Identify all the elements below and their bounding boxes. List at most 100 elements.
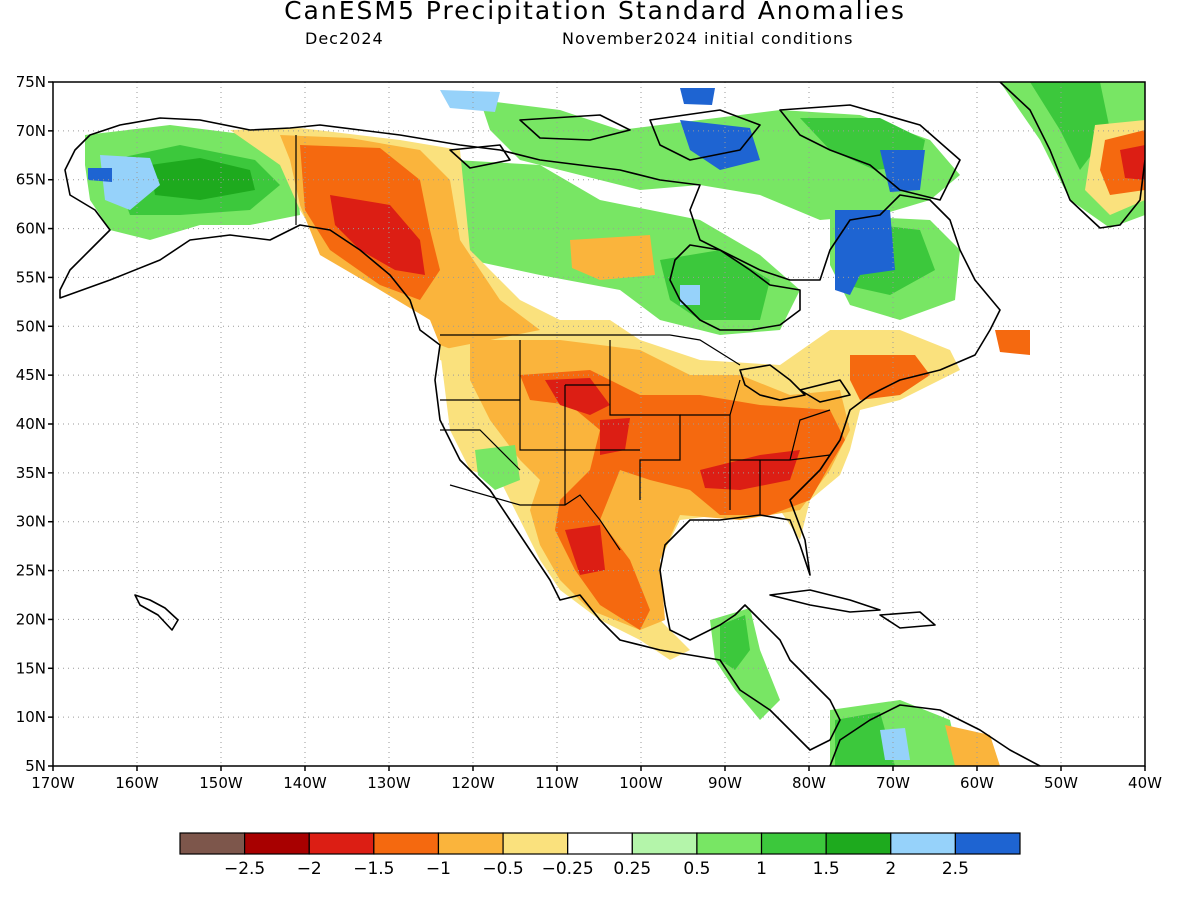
arctic-lightblue bbox=[440, 90, 500, 112]
quebec-blue bbox=[835, 210, 895, 295]
colorbar-label: −1 bbox=[426, 859, 451, 879]
colorbar-label: −1.5 bbox=[353, 859, 394, 879]
lon-tick-label: 60W bbox=[960, 774, 994, 792]
colorbar-swatch bbox=[954, 832, 1021, 855]
us-dry-red bbox=[545, 378, 610, 415]
lat-tick-label: 55N bbox=[16, 268, 46, 286]
lon-tick-label: 40W bbox=[1128, 774, 1162, 792]
gridlines bbox=[53, 82, 1145, 766]
us-mexico-border bbox=[449, 484, 621, 551]
south-america-dkgreen bbox=[835, 712, 895, 766]
lat-tick-label: 20N bbox=[16, 610, 46, 628]
colorbar-label: 1 bbox=[756, 859, 767, 879]
latitude-axis: 75N 70N 65N 60N 55N 50N 45N 40N 35N 30N 25N 20N 15N 1… bbox=[16, 73, 46, 775]
forecast-month: Dec2024 bbox=[305, 29, 384, 48]
lon-tick-label: 100W bbox=[619, 774, 663, 792]
lon-tick-label: 140W bbox=[283, 774, 327, 792]
lon-tick-label: 160W bbox=[115, 774, 159, 792]
arctic-island-4 bbox=[779, 104, 961, 201]
colorbar-label: 2 bbox=[885, 859, 896, 879]
baffin-blue-2 bbox=[880, 150, 925, 192]
greenland-red bbox=[1120, 145, 1145, 180]
colorbar-label: 0.5 bbox=[683, 859, 710, 879]
arctic-island-3 bbox=[649, 109, 761, 161]
arctic-blue-small bbox=[680, 88, 715, 105]
lat-tick-label: 35N bbox=[16, 464, 46, 482]
great-lakes bbox=[739, 364, 851, 403]
greenland-dkgreen bbox=[1030, 82, 1110, 170]
coastlines bbox=[59, 82, 1145, 766]
initial-conditions: November2024 initial conditions bbox=[562, 29, 854, 48]
west-dry-red bbox=[330, 195, 425, 275]
south-america-coast bbox=[829, 704, 1041, 766]
state-lines-west bbox=[440, 340, 566, 505]
colorbar-swatch bbox=[437, 832, 504, 855]
arctic-island-2 bbox=[519, 114, 631, 141]
lat-tick-label: 60N bbox=[16, 220, 46, 238]
map-title: CanESM5 Precipitation Standard Anomalies bbox=[284, 0, 906, 25]
colorbar-label: −0.25 bbox=[542, 859, 594, 879]
lon-tick-label: 170W bbox=[31, 774, 75, 792]
greenland-coast bbox=[999, 82, 1145, 229]
colorbar-label: 1.5 bbox=[813, 859, 840, 879]
colorbar-label: −2.5 bbox=[224, 859, 265, 879]
mexico-red bbox=[565, 525, 605, 575]
north-america-coast bbox=[59, 117, 1001, 751]
lon-tick-label: 90W bbox=[708, 774, 742, 792]
lon-tick-label: 150W bbox=[199, 774, 243, 792]
cuba bbox=[769, 589, 881, 613]
colorbar-label: 2.5 bbox=[942, 859, 969, 879]
lon-tick-label: 130W bbox=[367, 774, 411, 792]
axis-ticks bbox=[48, 81, 1146, 771]
hawaii bbox=[134, 594, 179, 631]
lat-tick-label: 75N bbox=[16, 73, 46, 91]
alaska-wet-max bbox=[150, 158, 255, 200]
lon-tick-label: 120W bbox=[451, 774, 495, 792]
colorbar-swatch bbox=[696, 832, 763, 855]
lat-tick-label: 30N bbox=[16, 513, 46, 531]
colorbar-label: 0.25 bbox=[613, 859, 651, 879]
colorbar bbox=[179, 832, 1021, 855]
plains-red bbox=[600, 418, 630, 455]
alaska-blue bbox=[88, 168, 112, 182]
colorbar-swatch bbox=[308, 832, 375, 855]
hudson-bay-coast bbox=[669, 244, 801, 331]
colorbar-label: −2 bbox=[297, 859, 322, 879]
colorbar-swatch bbox=[890, 832, 956, 855]
newfoundland-orange bbox=[995, 330, 1030, 355]
central-america-dkgreen bbox=[720, 615, 750, 670]
south-america-yellow bbox=[945, 725, 1000, 766]
lat-tick-label: 50N bbox=[16, 317, 46, 335]
lat-tick-label: 5N bbox=[25, 757, 46, 775]
lat-tick-label: 15N bbox=[16, 659, 46, 677]
us-canada-border bbox=[440, 334, 741, 366]
sask-yellow bbox=[570, 235, 655, 280]
hispaniola bbox=[879, 611, 936, 629]
anomaly-field bbox=[85, 82, 1145, 766]
lat-tick-label: 70N bbox=[16, 122, 46, 140]
south-america-lightblue bbox=[880, 728, 910, 760]
lat-tick-label: 40N bbox=[16, 415, 46, 433]
colorbar-swatch bbox=[825, 832, 892, 855]
colorbar-swatch bbox=[179, 832, 246, 855]
state-lines-plains bbox=[565, 340, 681, 500]
northeast-orange bbox=[850, 355, 930, 400]
lon-tick-label: 50W bbox=[1044, 774, 1078, 792]
lon-tick-label: 80W bbox=[792, 774, 826, 792]
baffin-blue bbox=[680, 120, 760, 170]
alaska-light-blue bbox=[100, 155, 160, 210]
lat-tick-label: 10N bbox=[16, 708, 46, 726]
colorbar-swatch bbox=[567, 832, 633, 855]
colorbar-swatch bbox=[631, 832, 698, 855]
lon-tick-label: 110W bbox=[535, 774, 579, 792]
lat-tick-label: 25N bbox=[16, 562, 46, 580]
arctic-island-1 bbox=[449, 144, 511, 169]
lon-tick-label: 70W bbox=[876, 774, 910, 792]
longitude-axis: 170W 160W 150W 140W 130W 120W 110W 100W 90W 80W 70… bbox=[31, 774, 1162, 792]
hudson-lightblue bbox=[680, 285, 700, 305]
colorbar-swatch bbox=[502, 832, 569, 855]
colorbar-swatch bbox=[373, 832, 440, 855]
southwest-green bbox=[475, 445, 520, 490]
colorbar-label: −0.5 bbox=[482, 859, 523, 879]
